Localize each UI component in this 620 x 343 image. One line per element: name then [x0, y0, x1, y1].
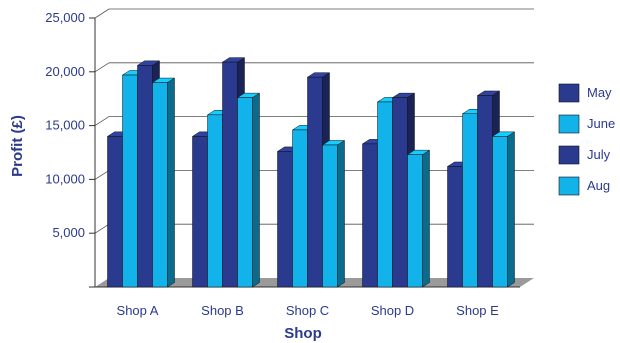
bar	[321, 140, 346, 288]
bar	[151, 77, 176, 288]
y-tick-label: 10,000	[45, 171, 85, 186]
x-tick-label: Shop C	[286, 303, 329, 318]
x-tick-label: Shop D	[371, 303, 414, 318]
legend-label: May	[587, 85, 612, 100]
bars	[106, 57, 516, 288]
legend-label: July	[587, 147, 611, 162]
legend-swatch	[558, 114, 580, 134]
x-tick-label: Shop A	[117, 303, 159, 318]
gridline-side	[94, 8, 110, 19]
y-tick-label: 15,000	[45, 118, 85, 133]
gridline-side	[94, 170, 110, 180]
bar	[236, 92, 261, 288]
gridline-side	[94, 223, 110, 234]
x-tick-label: Shop E	[456, 303, 499, 318]
y-tick-label: 20,000	[45, 64, 85, 79]
x-axis-title: Shop	[284, 325, 322, 342]
y-tick-labels: 5,000 10,000 15,000 20,000 25,000	[45, 10, 85, 240]
legend-swatch	[558, 176, 580, 196]
gridline-side	[94, 116, 110, 126]
y-tick-label: 5,000	[52, 225, 85, 240]
y-axis-title: Profit (£)	[9, 115, 26, 177]
y-tick-label: 25,000	[45, 10, 85, 25]
x-tick-label: Shop B	[201, 303, 244, 318]
gridline-side	[94, 62, 110, 73]
legend-swatch	[558, 145, 580, 165]
bar	[491, 131, 516, 288]
legend: May June July Aug	[558, 83, 615, 196]
legend-label: Aug	[587, 178, 610, 193]
bar	[406, 149, 431, 288]
legend-swatch	[558, 83, 580, 103]
legend-label: June	[587, 116, 615, 131]
x-tick-labels: Shop A Shop B Shop C Shop D Shop E	[117, 303, 500, 318]
